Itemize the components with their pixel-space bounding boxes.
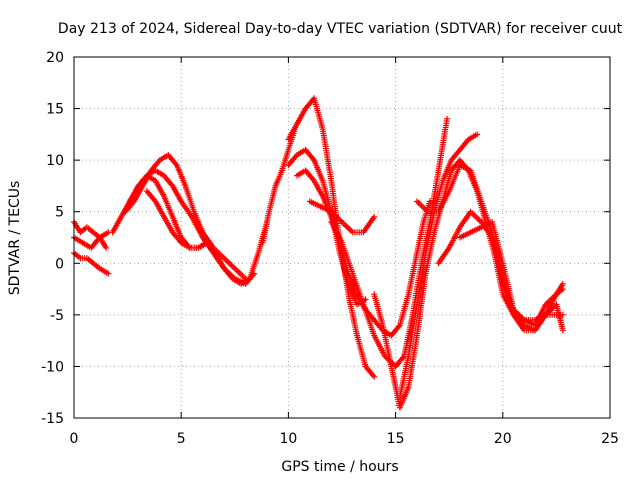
series-arc-9: [285, 95, 378, 380]
series-markers: [122, 152, 249, 282]
series-markers: [306, 198, 378, 236]
plot-frame: [73, 56, 611, 419]
x-tick-label: 0: [70, 431, 79, 447]
y-tick-label: 0: [55, 256, 64, 272]
x-tick-label: 15: [387, 431, 405, 447]
series-arc-8: [259, 126, 298, 246]
series-markers: [259, 126, 298, 246]
x-tick-label: 10: [279, 431, 297, 447]
series-arc-7: [143, 188, 210, 251]
data-series: [71, 95, 566, 411]
series-markers: [143, 188, 210, 251]
y-tick-label: 10: [46, 153, 64, 169]
y-tick-label: 5: [55, 205, 64, 221]
x-axis-label: GPS time / hours: [281, 459, 398, 475]
y-tick-label: 15: [46, 102, 64, 118]
x-tick-label: 25: [601, 431, 619, 447]
chart-title: Day 213 of 2024, Sidereal Day-to-day VTE…: [58, 21, 623, 37]
axis-ticks: 0 5 10 15 20 25 -15 -10 -5 0 5 10 15 20: [41, 50, 619, 447]
series-arc-5: [122, 152, 249, 282]
y-tick-label: -10: [41, 359, 64, 375]
series-arc-14: [371, 157, 566, 411]
y-tick-label: -5: [50, 308, 64, 324]
y-tick-label: -15: [41, 411, 64, 427]
series-markers: [285, 95, 378, 380]
y-axis-label: SDTVAR / TECUs: [7, 181, 23, 296]
series-arc-18: [456, 219, 566, 329]
x-tick-label: 20: [494, 431, 512, 447]
series-arc-12: [306, 198, 378, 236]
series-markers: [456, 219, 566, 329]
series-markers: [371, 157, 566, 411]
series-markers: [435, 208, 566, 334]
series-arc-17: [435, 208, 566, 334]
y-tick-label: 20: [46, 50, 64, 66]
x-tick-label: 5: [177, 431, 186, 447]
